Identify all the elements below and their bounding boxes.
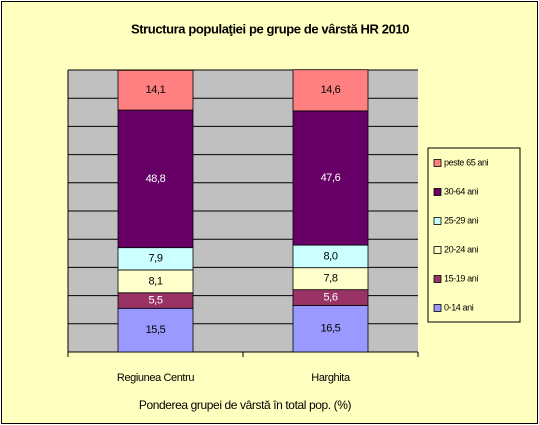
legend-label: 30-64 ani: [444, 186, 478, 196]
data-label: 16,5: [321, 323, 341, 335]
data-label: 14,1: [146, 84, 166, 96]
legend-swatch: [433, 275, 442, 283]
legend-box: [427, 147, 521, 323]
bar-segment: [117, 69, 194, 111]
data-label: 8,0: [323, 250, 337, 262]
x-axis-title: Ponderea grupei de vârstă în total pop. …: [139, 398, 352, 412]
legend-swatch: [433, 159, 442, 167]
legend-label: peste 65 ani: [444, 157, 489, 167]
data-label: 14,6: [321, 84, 341, 96]
bar-segment: [292, 69, 369, 112]
bar-segment: [117, 109, 194, 249]
data-label: 7,9: [148, 253, 162, 265]
legend-swatch: [433, 246, 442, 254]
legend-swatch: [433, 188, 442, 196]
data-label: 5,6: [323, 291, 337, 303]
legend-label: 20-24 ani: [444, 244, 478, 254]
legend-swatch: [433, 217, 442, 225]
data-label: 48,8: [146, 173, 166, 185]
bar-segment: [292, 110, 369, 246]
data-label: 5,5: [148, 294, 162, 306]
legend-label: 25-29 ani: [444, 215, 478, 225]
chart-title: Structura populaţiei pe grupe de vârstă …: [131, 21, 409, 36]
x-tick-label: Regiunea Centru: [117, 372, 194, 384]
data-label: 8,1: [148, 275, 162, 287]
legend-label: 15-19 ani: [444, 273, 478, 283]
bar-segment: [117, 307, 194, 353]
data-label: 7,8: [323, 273, 337, 285]
x-tick-label: Harghita: [311, 372, 351, 384]
data-label: 15,5: [146, 324, 166, 336]
bar-segment: [292, 305, 369, 353]
legend-swatch: [433, 304, 442, 312]
legend-label: 0-14 ani: [444, 302, 474, 312]
data-label: 47,6: [321, 172, 341, 184]
